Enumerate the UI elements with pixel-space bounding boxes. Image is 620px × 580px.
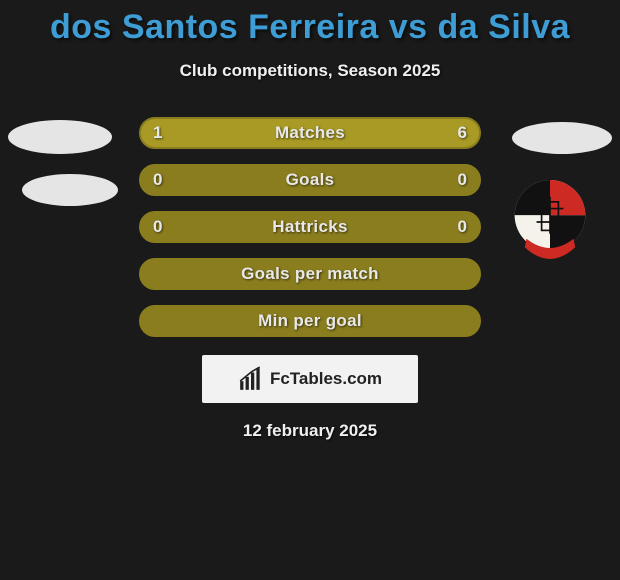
watermark-text: FcTables.com — [270, 369, 382, 389]
stat-row-goals-per-match: Goals per match — [139, 258, 481, 290]
subtitle: Club competitions, Season 2025 — [0, 61, 620, 81]
watermark: FcTables.com — [202, 355, 418, 403]
stat-label: Goals per match — [141, 260, 479, 288]
stat-row-hattricks: 0 Hattricks 0 — [139, 211, 481, 243]
stat-value-right: 0 — [458, 213, 467, 241]
team-left-badge-2 — [22, 174, 118, 206]
stat-row-min-per-goal: Min per goal — [139, 305, 481, 337]
stat-label: Min per goal — [141, 307, 479, 335]
stat-row-goals: 0 Goals 0 — [139, 164, 481, 196]
stat-label: Hattricks — [141, 213, 479, 241]
team-left-badge-1 — [8, 120, 112, 154]
team-right-crest — [502, 180, 598, 264]
bar-chart-icon — [238, 366, 264, 392]
stat-row-matches: 1 Matches 6 — [139, 117, 481, 149]
stat-value-right: 6 — [458, 119, 467, 147]
page-title: dos Santos Ferreira vs da Silva — [0, 0, 620, 47]
team-right-badge-1 — [512, 122, 612, 154]
stat-label: Matches — [141, 119, 479, 147]
stat-label: Goals — [141, 166, 479, 194]
date-text: 12 february 2025 — [0, 421, 620, 441]
stat-value-right: 0 — [458, 166, 467, 194]
